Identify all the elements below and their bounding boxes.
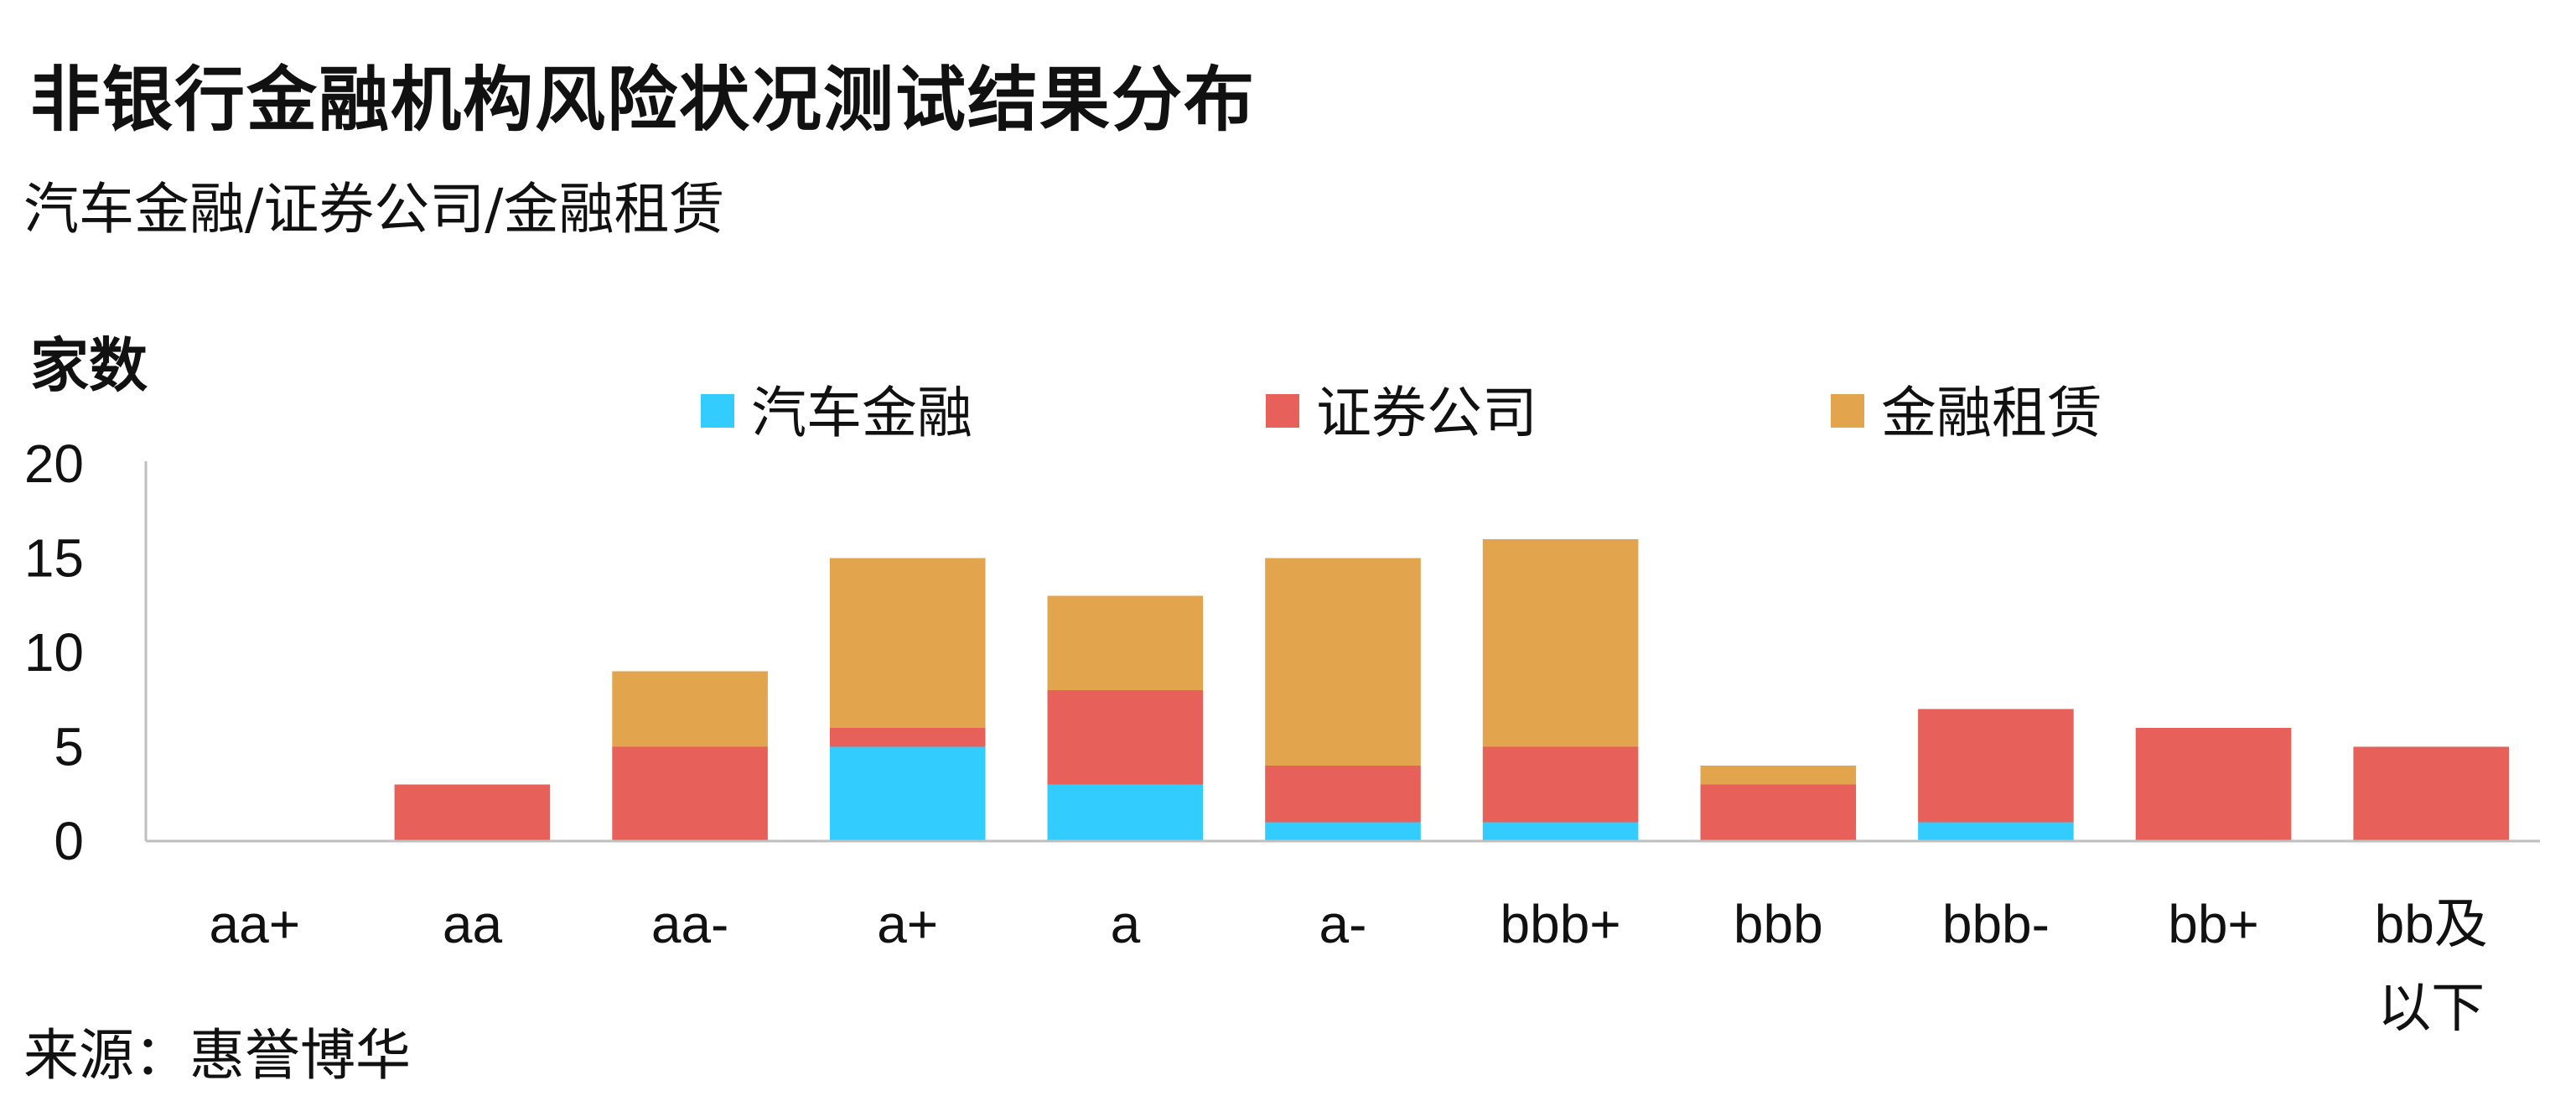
y-tick-label: 0 <box>54 811 84 871</box>
bar-segment-aa--s2 <box>612 671 768 747</box>
bar-segment-bbb+-s2 <box>1482 539 1639 747</box>
x-tick-label: bb及 <box>2375 894 2488 954</box>
y-tick-labels: 0 5 10 15 20 <box>24 434 84 871</box>
bar-segment-bb+-s1 <box>2135 728 2292 841</box>
legend-swatch <box>1266 394 1299 428</box>
x-tick-label: bbb- <box>1942 894 2050 954</box>
x-tick-label: bbb+ <box>1501 894 1621 954</box>
bar-segment-a-s0 <box>1047 784 1204 841</box>
chart-subtitle: 汽车金融/证券公司/金融租赁 <box>23 177 725 242</box>
bar-segment-a+-s0 <box>829 746 986 841</box>
bar-segment-a--s0 <box>1265 822 1421 841</box>
x-tick-label: aa+ <box>210 894 301 954</box>
bar-segment-bbb--s1 <box>1918 709 2074 823</box>
y-axis-label: 家数 <box>30 331 148 400</box>
bar-segment-a+-s2 <box>829 558 986 728</box>
bar-segment-a--s1 <box>1265 766 1421 823</box>
bar-segment-bbb+-s1 <box>1482 746 1639 823</box>
bars-layer <box>394 539 2509 841</box>
x-tick-label: aa <box>443 894 503 954</box>
x-tick-label: 以下 <box>2377 978 2485 1038</box>
source-note: 来源：惠誉博华 <box>23 1023 411 1088</box>
bar-segment-a-s1 <box>1047 690 1204 785</box>
x-tick-label: aa- <box>651 894 729 954</box>
bar-segment-bbb-s2 <box>1700 766 1857 785</box>
bar-segment-a+-s1 <box>829 728 986 747</box>
legend-swatch <box>1831 394 1864 428</box>
legend-label: 金融租赁 <box>1881 381 2102 445</box>
y-tick-label: 5 <box>54 717 84 777</box>
x-tick-label: a- <box>1319 894 1367 954</box>
x-tick-label: bbb <box>1734 894 1823 954</box>
legend: 汽车金融 证券公司 金融租赁 <box>701 381 2102 445</box>
bar-segment-a-s2 <box>1047 595 1204 690</box>
x-tick-label: a <box>1111 894 1141 954</box>
y-tick-label: 20 <box>24 434 84 494</box>
bar-segment-bbb--s0 <box>1918 822 2074 841</box>
bar-segment-bbb-s1 <box>1700 784 1857 841</box>
chart-title: 非银行金融机构风险状况测试结果分布 <box>30 59 1257 141</box>
y-tick-label: 15 <box>24 528 84 589</box>
bar-segment-a--s2 <box>1265 558 1421 766</box>
bar-segment-bb及以下-s1 <box>2353 746 2509 841</box>
legend-label: 证券公司 <box>1316 381 1537 445</box>
legend-swatch <box>701 394 734 428</box>
bar-segment-aa--s1 <box>612 746 768 841</box>
bar-segment-aa-s1 <box>394 784 551 841</box>
y-tick-label: 10 <box>24 622 84 683</box>
x-tick-label: bb+ <box>2168 894 2259 954</box>
x-tick-label: a+ <box>877 894 938 954</box>
legend-label: 汽车金融 <box>751 381 972 445</box>
bar-segment-bbb+-s0 <box>1482 822 1639 841</box>
